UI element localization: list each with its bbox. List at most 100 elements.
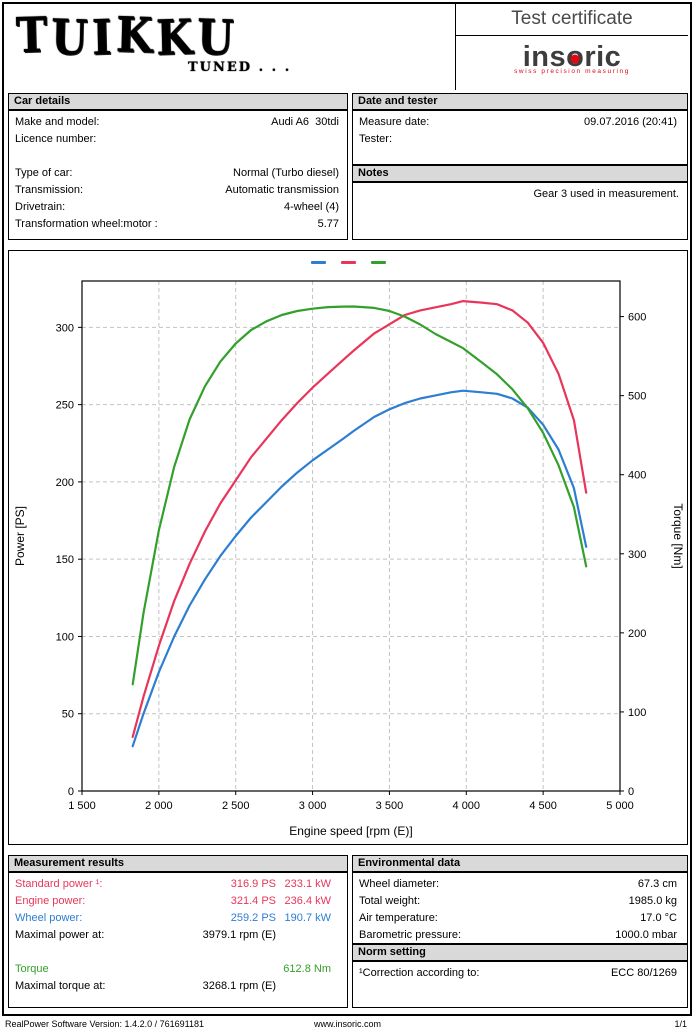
measurement-row: Maximal torque at: 3268.1 rpm (E) bbox=[9, 978, 347, 995]
svg-text:250: 250 bbox=[56, 400, 74, 412]
car-details-row: Drivetrain: 4-wheel (4) bbox=[9, 199, 347, 216]
svg-text:1 500: 1 500 bbox=[68, 800, 96, 812]
date-tester-table: Measure date: 09.07.2016 (20:41) Tester: bbox=[352, 110, 688, 165]
row-value: Audi A6 30tdi bbox=[271, 116, 339, 128]
row-value-2 bbox=[276, 927, 331, 944]
row-label: Measure date: bbox=[359, 116, 430, 128]
svg-text:300: 300 bbox=[56, 322, 74, 334]
measurement-row: Engine power: 321.4 PS 236.4 kW bbox=[9, 893, 347, 910]
dyno-chart: 1 500 2 000 2 500 3 000 3 500 4 000 4 500 5 000… bbox=[8, 250, 688, 845]
row-label: Air temperature: bbox=[359, 912, 438, 924]
car-details-row: Make and model: Audi A6 30tdi bbox=[9, 114, 347, 131]
row-value-1: 321.4 PS bbox=[230, 895, 276, 907]
svg-text:200: 200 bbox=[628, 628, 646, 640]
row-label: Transmission: bbox=[15, 184, 84, 196]
svg-text:0: 0 bbox=[68, 786, 74, 798]
row-value: 1000.0 mbar bbox=[615, 929, 677, 941]
measurement-results-table: Standard power ¹: 316.9 PS 233.1 kW Engi… bbox=[8, 872, 348, 1008]
dyno-chart-svg: 1 500 2 000 2 500 3 000 3 500 4 000 4 500 5 000… bbox=[13, 280, 685, 838]
row-label: Drivetrain: bbox=[15, 201, 66, 213]
row-value-1: 3268.1 rpm (E) bbox=[202, 980, 276, 992]
date-tester-row: Tester: bbox=[353, 131, 687, 148]
svg-text:100: 100 bbox=[628, 707, 646, 719]
row-value-2: 233.1 kW bbox=[284, 878, 331, 890]
footer-url: www.insoric.com bbox=[313, 1019, 381, 1029]
environmental-data-header: Environmental data bbox=[352, 855, 688, 872]
curve-wheel-power bbox=[131, 389, 588, 748]
row-value: 5.77 bbox=[317, 218, 339, 230]
row-label: Torque bbox=[15, 963, 49, 975]
insoric-logo: insoric swiss precision measuring bbox=[456, 42, 688, 76]
curve-engine-power bbox=[131, 300, 588, 738]
row-label: Maximal power at: bbox=[15, 929, 105, 941]
svg-text:Power [PS]: Power [PS] bbox=[13, 506, 27, 566]
car-details-row: Type of car: Normal (Turbo diesel) bbox=[9, 165, 347, 182]
chart-legend bbox=[9, 261, 687, 264]
page-number: 1/1 bbox=[674, 1019, 687, 1029]
row-label bbox=[15, 944, 166, 961]
svg-text:2 500: 2 500 bbox=[222, 800, 250, 812]
svg-text:500: 500 bbox=[628, 391, 646, 403]
measurement-row: Wheel power: 259.2 PS 190.7 kW bbox=[9, 910, 347, 927]
car-details-header: Car details bbox=[8, 93, 348, 110]
legend-dash-torque bbox=[370, 261, 386, 264]
svg-text:4 500: 4 500 bbox=[529, 800, 557, 812]
insoric-tagline: swiss precision measuring bbox=[514, 68, 630, 75]
row-value: 4-wheel (4) bbox=[283, 201, 339, 213]
row-value-2 bbox=[276, 978, 331, 995]
insoric-text-post: ric bbox=[584, 41, 622, 73]
row-label: Tester: bbox=[359, 133, 393, 145]
svg-text:2 000: 2 000 bbox=[145, 800, 173, 812]
notes-header: Notes bbox=[352, 165, 688, 182]
row-value-1: 259.2 PS bbox=[230, 912, 276, 924]
row-value: Normal (Turbo diesel) bbox=[233, 167, 339, 179]
svg-text:100: 100 bbox=[56, 631, 74, 643]
row-value-1 bbox=[166, 944, 276, 961]
svg-text:3 500: 3 500 bbox=[376, 800, 404, 812]
measurement-row bbox=[9, 944, 347, 961]
row-value: 67.3 cm bbox=[637, 878, 677, 890]
insoric-red-dot-icon bbox=[570, 54, 580, 64]
row-label: Engine power: bbox=[15, 895, 86, 907]
svg-text:150: 150 bbox=[56, 554, 74, 566]
measurement-row: Standard power ¹: 316.9 PS 233.1 kW bbox=[9, 876, 347, 893]
norm-setting-table: ¹Correction according to: ECC 80/1269 bbox=[352, 961, 688, 1008]
environmental-data-table: Wheel diameter: 67.3 cm Total weight: 19… bbox=[352, 872, 688, 944]
car-details-row: Transmission: Automatic transmission bbox=[9, 182, 347, 199]
row-value: Automatic transmission bbox=[225, 184, 339, 196]
svg-text:50: 50 bbox=[62, 709, 74, 721]
certificate-header: Test certificate insoric swiss precision… bbox=[455, 4, 688, 90]
environmental-row: Wheel diameter: 67.3 cm bbox=[353, 876, 687, 893]
measurement-results-header: Measurement results bbox=[8, 855, 348, 872]
curve-torque bbox=[131, 305, 588, 686]
car-details-row: Licence number: bbox=[9, 131, 347, 148]
legend-dash-wheel-power bbox=[310, 261, 326, 264]
row-value: 1985.0 kg bbox=[628, 895, 677, 907]
row-label: Standard power ¹: bbox=[15, 878, 103, 890]
car-details-row bbox=[9, 148, 347, 165]
environmental-row: Air temperature: 17.0 °C bbox=[353, 910, 687, 927]
row-value-2: 236.4 kW bbox=[284, 895, 331, 907]
environmental-row: Total weight: 1985.0 kg bbox=[353, 893, 687, 910]
norm-setting-header: Norm setting bbox=[352, 944, 688, 961]
date-tester-row: Measure date: 09.07.2016 (20:41) bbox=[353, 114, 687, 131]
row-label: Make and model: bbox=[15, 116, 100, 128]
row-label: Barometric pressure: bbox=[359, 929, 462, 941]
row-value-2: 612.8 Nm bbox=[283, 963, 331, 975]
legend-dash-engine-power bbox=[340, 261, 356, 264]
svg-text:400: 400 bbox=[628, 470, 646, 482]
svg-text:4 000: 4 000 bbox=[453, 800, 481, 812]
row-value: ECC 80/1269 bbox=[610, 967, 677, 979]
page-border bbox=[2, 2, 692, 1016]
row-value-2 bbox=[276, 944, 331, 961]
row-label: Wheel power: bbox=[15, 912, 83, 924]
row-label: Wheel diameter: bbox=[359, 878, 440, 890]
row-label: Transformation wheel:motor : bbox=[15, 218, 158, 230]
row-value-1 bbox=[166, 961, 276, 978]
svg-text:Engine speed [rpm (E)]: Engine speed [rpm (E)] bbox=[289, 824, 412, 838]
insoric-text-pre: ins bbox=[522, 41, 567, 73]
svg-text:3 000: 3 000 bbox=[299, 800, 327, 812]
svg-text:200: 200 bbox=[56, 477, 74, 489]
row-label: Total weight: bbox=[359, 895, 421, 907]
measurement-row: Maximal power at: 3979.1 rpm (E) bbox=[9, 927, 347, 944]
